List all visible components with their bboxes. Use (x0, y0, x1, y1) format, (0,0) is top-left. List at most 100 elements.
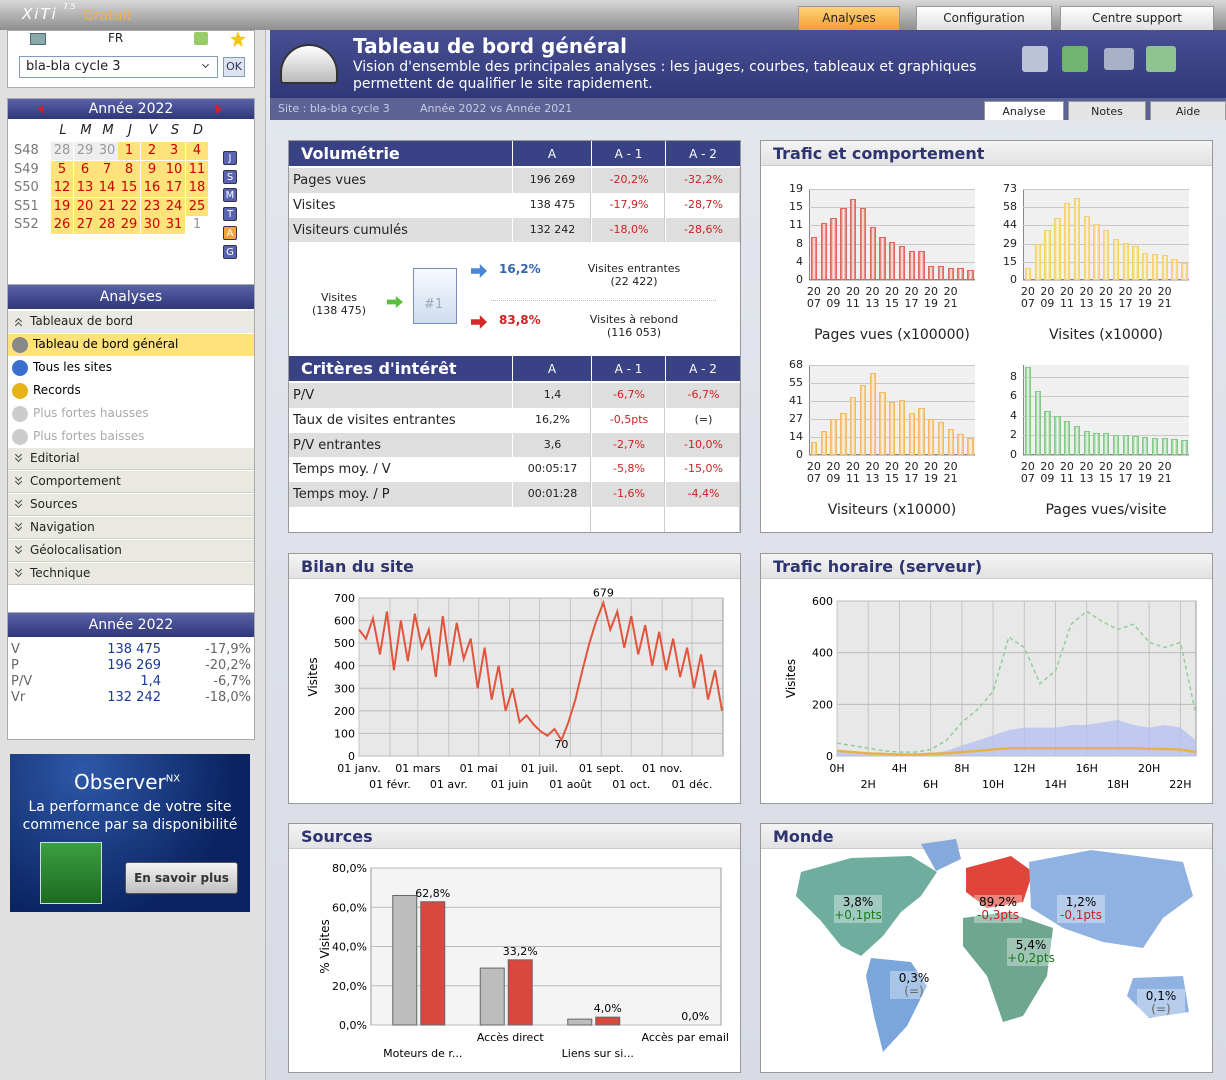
menu-item[interactable]: Technique (8, 562, 254, 585)
day[interactable]: 30 (141, 216, 163, 235)
send-mail[interactable] (1104, 48, 1134, 70)
day[interactable]: 25 (186, 197, 208, 216)
ad-banner[interactable]: ObserverNX La performance de votre site … (10, 754, 250, 912)
ok-button[interactable]: OK (223, 57, 245, 77)
menu-item[interactable]: Géolocalisation (8, 540, 254, 562)
week-label[interactable]: S50 (14, 180, 39, 196)
day[interactable]: 4 (186, 142, 208, 160)
day[interactable]: 27 (74, 216, 96, 235)
menu-item[interactable]: Tableau de bord général (8, 333, 254, 356)
print[interactable] (1146, 46, 1176, 72)
menu-item[interactable]: Navigation (8, 517, 254, 540)
table-cell: 138 475 (512, 192, 591, 218)
menu-label: Tableau de bord général (33, 336, 179, 351)
table-header (289, 141, 740, 167)
week-label[interactable]: S48 (14, 143, 39, 158)
x-tick-label: 10H (982, 778, 1004, 791)
menu-item[interactable]: Records (8, 379, 254, 402)
x-tick-label: 20 21 (943, 460, 958, 485)
y-tick-label: 15 (1003, 254, 1017, 268)
period-button[interactable]: T (223, 207, 237, 222)
x-tick-label: 01 janv. (337, 762, 380, 775)
day[interactable]: 1 (192, 217, 202, 233)
day[interactable]: 18 (186, 179, 208, 198)
day[interactable]: 29 (74, 142, 96, 160)
value-label: 33,2% (503, 945, 538, 958)
period-button[interactable]: J (223, 151, 237, 165)
day[interactable]: 16 (141, 179, 163, 198)
week-label[interactable]: S49 (14, 161, 39, 177)
day[interactable]: 15 (118, 179, 140, 198)
bilan-panel: Bilan du site 01 janv. 01 févr. 01 mars 01 … (288, 553, 741, 804)
annotation: 70 (554, 738, 568, 751)
day[interactable]: 14 (96, 179, 118, 198)
day[interactable]: 28 (96, 216, 118, 235)
day[interactable]: 31 (163, 216, 185, 235)
prev-year[interactable] (38, 104, 44, 114)
menu-item[interactable]: Tous les sites (8, 356, 254, 379)
day[interactable]: 22 (118, 197, 140, 216)
top-tab[interactable]: Configuration (916, 6, 1052, 30)
top-tab[interactable]: Centre support (1060, 6, 1214, 30)
day[interactable]: 20 (74, 197, 96, 216)
bounce-pct: 83,8% (499, 313, 541, 327)
ad-button[interactable]: En savoir plus (125, 862, 238, 894)
y-axis-label: Visites (306, 657, 320, 696)
day[interactable]: 11 (186, 160, 208, 179)
favorite-icon[interactable] (230, 31, 246, 47)
day[interactable]: 1 (118, 142, 140, 160)
day[interactable]: 28 (51, 142, 73, 160)
day[interactable]: 10 (163, 160, 185, 179)
day[interactable]: 26 (51, 216, 73, 235)
menu-item[interactable]: Comportement (8, 471, 254, 494)
y-tick-label: 0 (796, 448, 803, 461)
menu-item[interactable]: Sources (8, 494, 254, 517)
header-tab[interactable]: Analyse (984, 101, 1064, 120)
week-label[interactable]: S52 (14, 217, 39, 233)
day[interactable]: 23 (141, 197, 163, 216)
add-icon[interactable] (194, 32, 208, 45)
map-change: +0,2pts (1007, 951, 1055, 965)
day[interactable]: 9 (141, 160, 163, 179)
site-select[interactable]: bla-bla cycle 3 (19, 56, 218, 78)
export-excel[interactable] (1062, 46, 1088, 72)
day[interactable]: 5 (51, 160, 73, 179)
day[interactable]: 29 (118, 216, 140, 235)
day[interactable]: 21 (96, 197, 118, 216)
menu-item[interactable]: Plus fortes baisses (8, 425, 254, 448)
grid-line (809, 189, 975, 190)
lang[interactable]: FR (108, 31, 124, 45)
map-label-bg (1137, 989, 1185, 1017)
day[interactable]: 6 (74, 160, 96, 179)
day[interactable]: 24 (163, 197, 185, 216)
header-tab[interactable]: Aide (1150, 101, 1226, 120)
menu-item[interactable]: Tableaux de bord (8, 311, 254, 333)
top-tab[interactable]: Analyses (798, 6, 900, 30)
bar (918, 251, 925, 280)
day[interactable]: 13 (74, 179, 96, 198)
next-year[interactable] (216, 104, 222, 114)
day[interactable]: 30 (96, 142, 118, 160)
menu-item[interactable]: Editorial (8, 448, 254, 471)
europe[interactable] (966, 856, 1033, 908)
menu-icon (12, 405, 28, 422)
header-tab[interactable]: Notes (1068, 101, 1146, 120)
period-button[interactable]: A (223, 225, 237, 240)
day[interactable]: 19 (51, 197, 73, 216)
bar (967, 437, 974, 455)
period-button[interactable]: M (223, 188, 237, 203)
calendar: Année 2022 L M M J V S D S48 28 29 30 1 2 3 4 S49 5 6 7 8 9 1… (7, 98, 255, 300)
day[interactable]: 17 (163, 179, 185, 198)
period-button[interactable]: S (223, 169, 237, 184)
day[interactable]: 3 (163, 142, 185, 160)
day[interactable]: 8 (118, 160, 140, 179)
day[interactable]: 12 (51, 179, 73, 198)
menu-item[interactable]: Plus fortes hausses (8, 402, 254, 425)
day[interactable]: 7 (96, 160, 118, 179)
week-label[interactable]: S51 (14, 198, 39, 214)
cell-text: Pages vues (293, 173, 367, 188)
day[interactable]: 2 (141, 142, 163, 160)
period-button[interactable]: G (223, 244, 237, 259)
y-tick-label: 0 (826, 750, 833, 763)
export-pdf[interactable] (1022, 46, 1048, 72)
